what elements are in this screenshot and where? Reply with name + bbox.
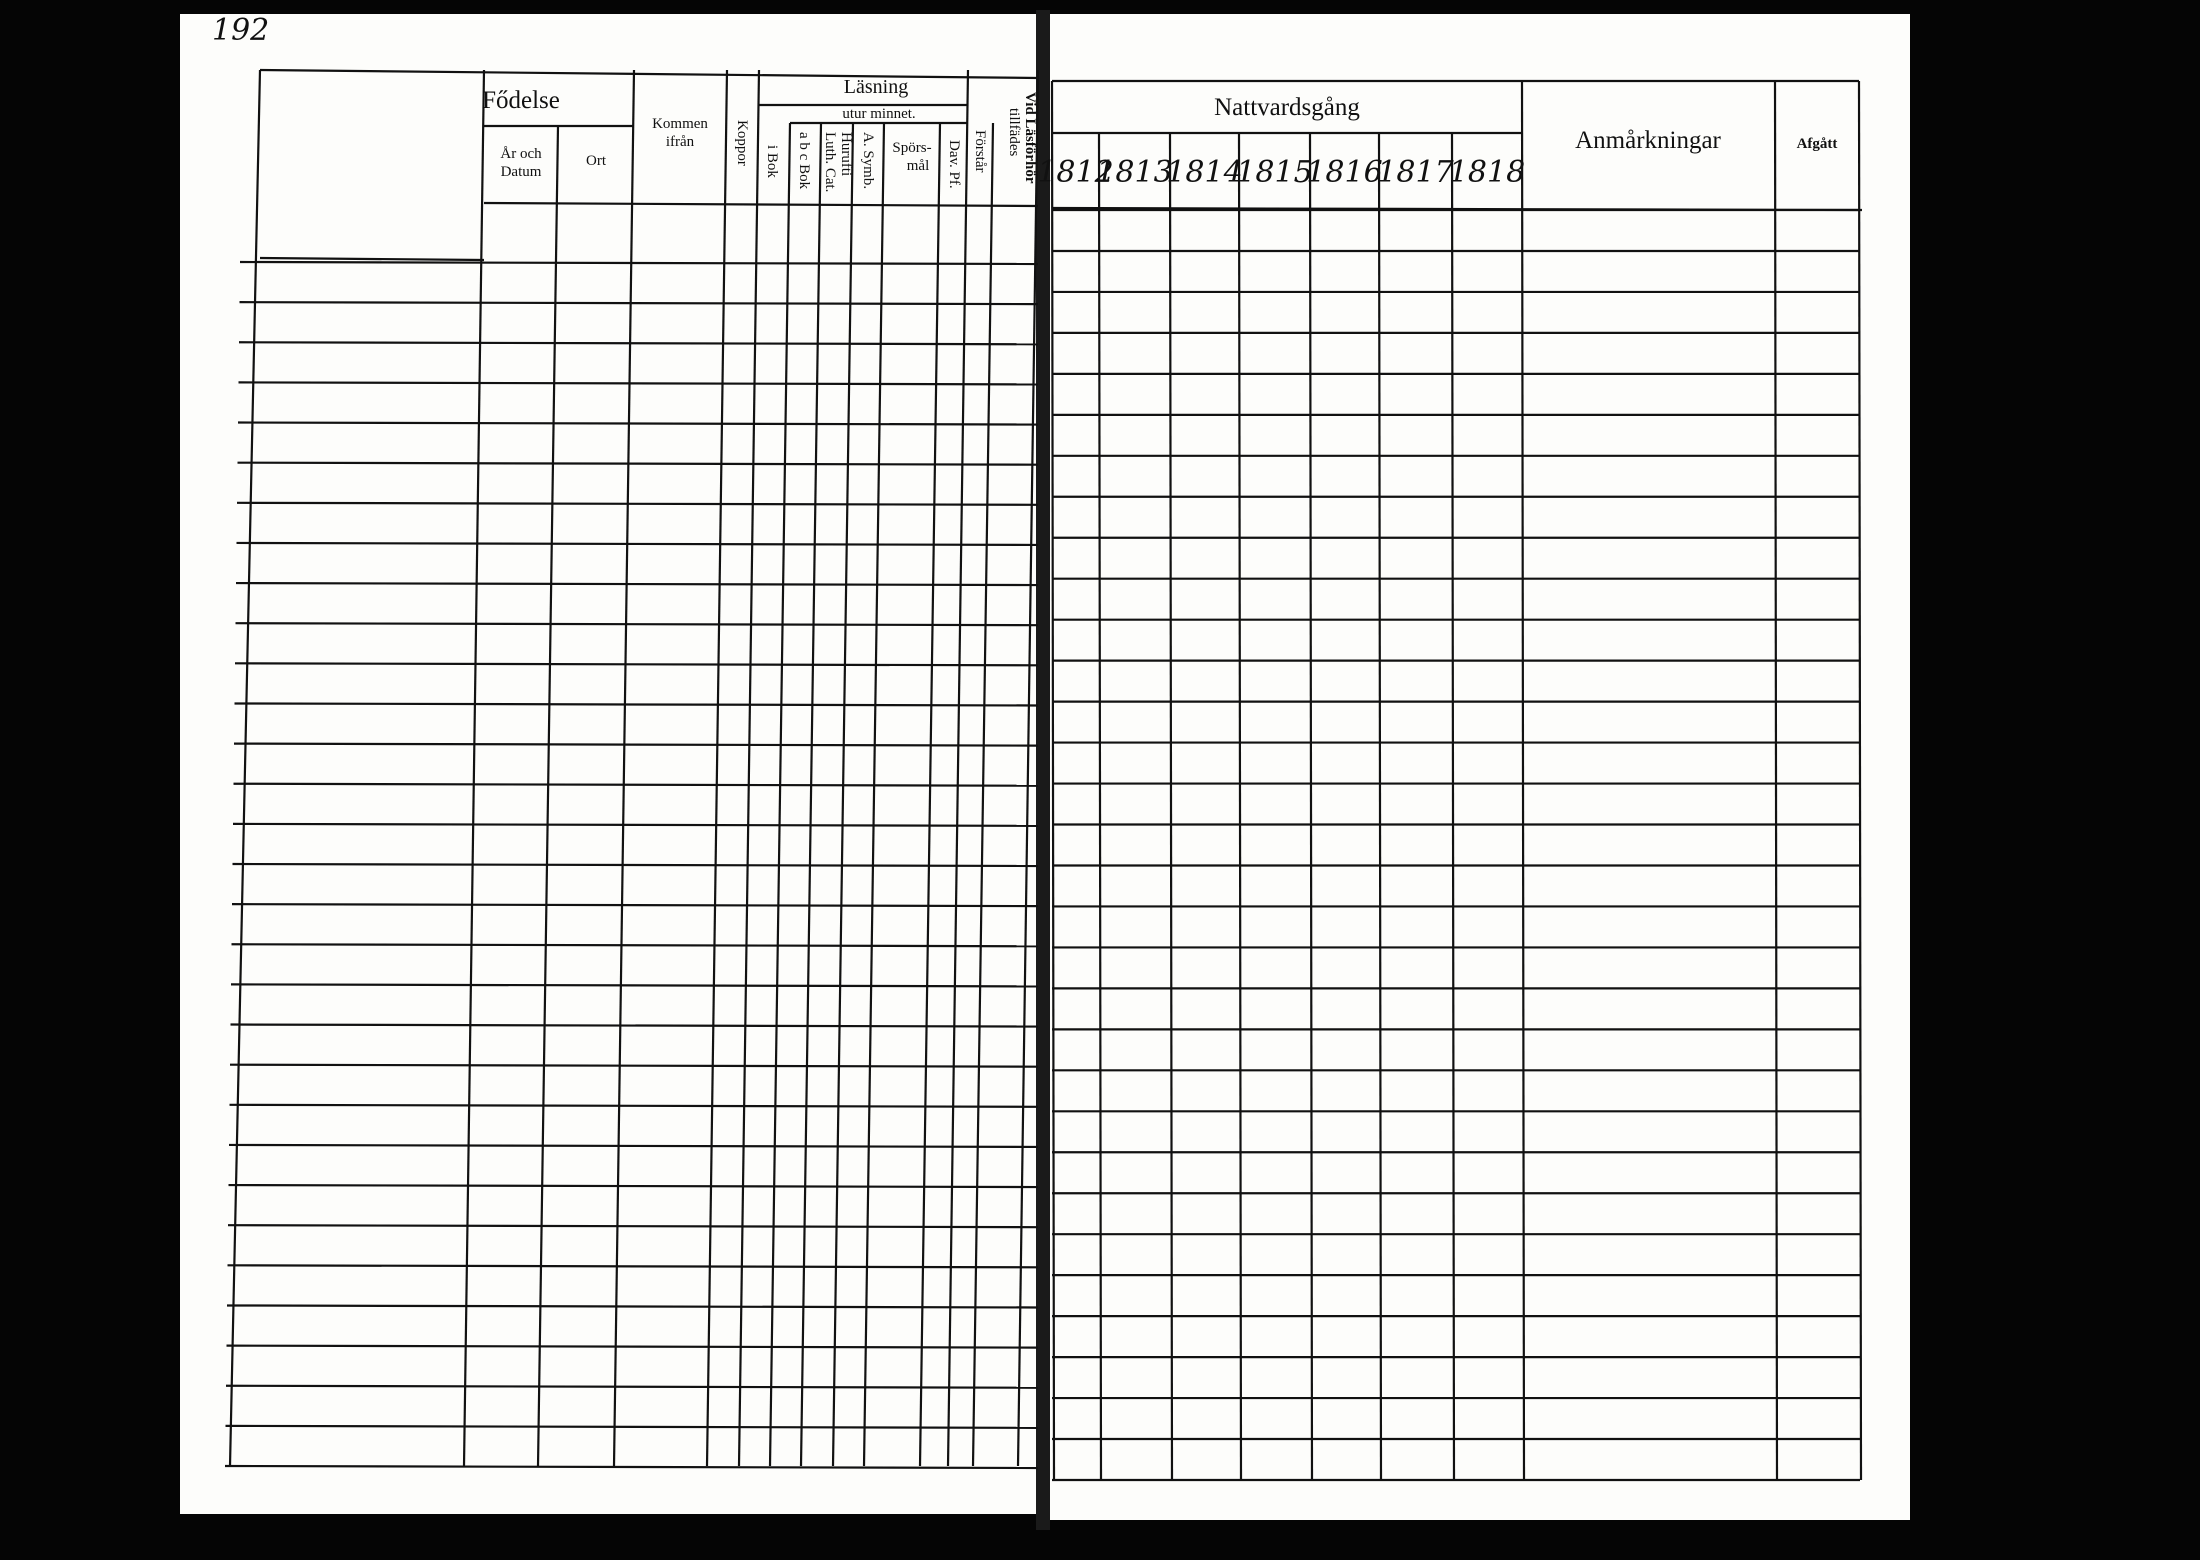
rule: [259, 256, 485, 262]
header: utur minnet.: [842, 106, 915, 122]
header: Förstår: [972, 130, 988, 173]
rule: [234, 662, 1039, 667]
header: tillfädes: [1006, 108, 1022, 156]
rule: [1097, 132, 1103, 1481]
header: Nattvardsgång: [1214, 94, 1360, 121]
rule: [1857, 80, 1863, 1481]
rule: [238, 381, 1039, 386]
rule: [233, 782, 1039, 787]
rule: [234, 702, 1039, 707]
rule: [224, 1464, 1039, 1470]
header: År och: [500, 146, 542, 162]
rule: [237, 421, 1039, 426]
rule: [227, 1224, 1039, 1229]
rule: [1016, 69, 1040, 1467]
rule: [1050, 80, 1056, 1481]
header: Fődelse: [482, 87, 560, 114]
rule: [230, 983, 1039, 988]
year-header: 1816: [1306, 155, 1382, 190]
rule: [226, 1304, 1039, 1309]
header: Läsning: [844, 76, 908, 98]
rule: [228, 1183, 1039, 1189]
rule: [236, 541, 1039, 547]
rule: [831, 122, 855, 1467]
rule: [971, 122, 995, 1467]
rule: [228, 1143, 1039, 1149]
year-header: 1814: [1166, 155, 1242, 190]
header: a b c Bok: [796, 132, 812, 190]
header: Hurufti: [838, 132, 854, 176]
year-header: 1813: [1096, 155, 1172, 190]
rule: [238, 341, 1039, 346]
rule: [1237, 132, 1243, 1481]
header: Luth. Cat.: [822, 132, 838, 192]
rule: [1377, 132, 1383, 1481]
gutter: [1036, 10, 1050, 1530]
header: Vid Läsförhör: [1022, 92, 1038, 184]
rule: [227, 1264, 1039, 1269]
rule: [768, 122, 792, 1467]
rule: [235, 622, 1039, 627]
ruling: [224, 68, 1863, 1482]
year-header: 1817: [1377, 155, 1454, 190]
header: Datum: [501, 164, 542, 180]
header: Spörs-: [892, 140, 931, 156]
left-page: [180, 14, 1040, 1514]
rule: [1308, 132, 1314, 1481]
rule: [483, 201, 1039, 208]
rule: [232, 822, 1039, 827]
rule: [231, 903, 1039, 908]
header: Koppor: [734, 120, 750, 166]
rule: [229, 1103, 1039, 1108]
rule: [918, 122, 942, 1467]
rule: [225, 1424, 1039, 1429]
header: Kommen: [652, 116, 708, 132]
rule: [1450, 132, 1456, 1481]
rule: [225, 1384, 1039, 1389]
header: Afgått: [1797, 136, 1838, 152]
rule: [1773, 80, 1779, 1481]
rule: [239, 301, 1039, 306]
rule: [235, 581, 1039, 587]
rule: [946, 69, 970, 1467]
rule: [1168, 132, 1174, 1481]
header: ifrån: [666, 134, 695, 150]
header: mål: [907, 158, 930, 174]
rule: [229, 1063, 1039, 1068]
rule: [232, 862, 1039, 868]
rule: [230, 1023, 1039, 1028]
rule: [237, 461, 1039, 466]
rule: [536, 125, 560, 1467]
right-page: [1046, 14, 1910, 1520]
rule: [226, 1344, 1039, 1349]
year-header: 1815: [1236, 155, 1312, 190]
header: Ort: [586, 153, 607, 169]
rule: [239, 260, 1039, 266]
rule: [862, 122, 886, 1467]
year-header: 1818: [1449, 155, 1525, 190]
header: i Bok: [764, 145, 780, 178]
rule: [231, 943, 1039, 948]
rule: [799, 122, 823, 1467]
rule: [233, 742, 1039, 747]
header: A. Symb.: [860, 132, 876, 189]
rule: [259, 68, 1039, 80]
rule: [236, 501, 1039, 506]
rule: [1520, 80, 1526, 1481]
year-header: 1812: [1037, 155, 1113, 190]
header: Anmårkningar: [1575, 127, 1721, 154]
page-number: 192: [212, 13, 269, 48]
header: Dav. Pf.: [946, 140, 962, 189]
